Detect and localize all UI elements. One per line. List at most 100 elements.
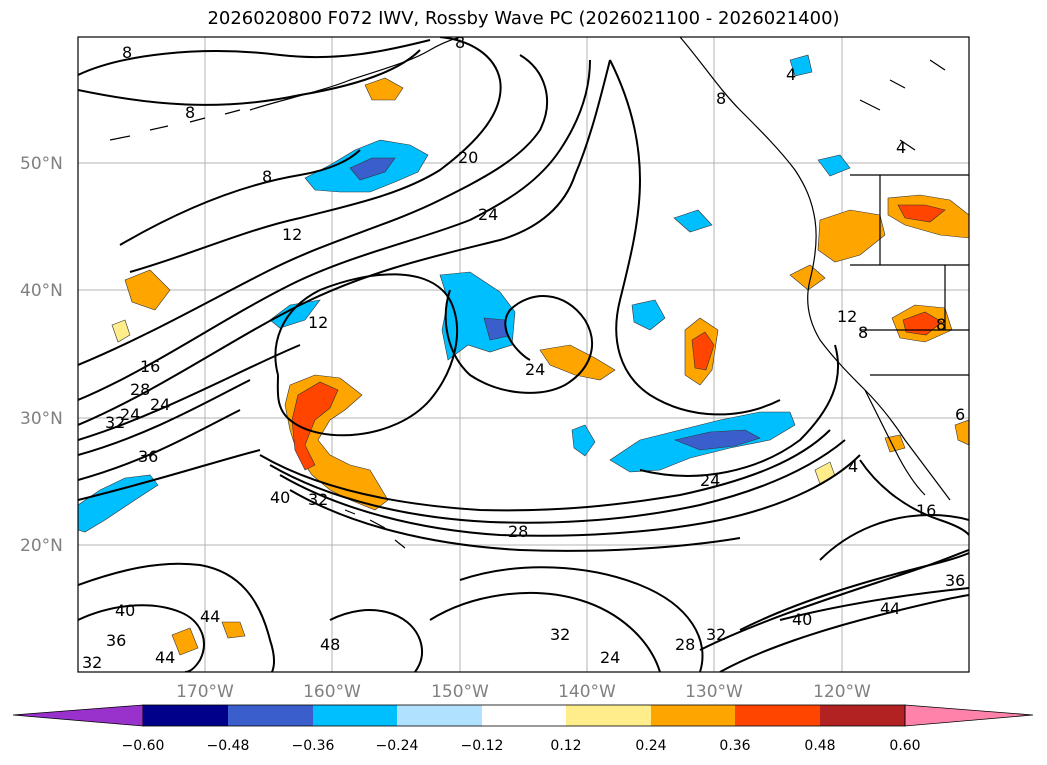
colorbar-tick: 0.48 [804,738,835,754]
contour-label: 24 [120,405,140,424]
contour-label: 8 [122,43,132,62]
contour-label: 32 [308,490,328,509]
pos-anomaly-west-small [124,269,171,311]
colorbar-segment [482,705,566,726]
contour-label: 16 [916,501,936,520]
contour-label: 24 [150,395,170,414]
colorbar-frame [142,704,906,727]
contour-band-d [289,489,741,552]
colorbar-segment [820,705,905,726]
colorbar-extend-right [904,704,1034,727]
contour-south-3 [429,591,661,672]
contour-24-east [639,344,840,477]
pos-anomaly-pacnw [817,209,886,263]
bc-coast [679,37,817,281]
lat-label-40n: 40°N [20,281,63,301]
pos-anomaly-subtropical-core [291,381,339,471]
contour-band-c [279,454,861,537]
contour-label: 36 [945,571,965,590]
colorbar: −0.60 −0.48 −0.36 −0.24 −0.12 0.12 0.24 … [12,704,1034,754]
lon-label-130w: 130°W [685,682,743,702]
baja [864,389,926,496]
lon-label-120w: 120°W [813,682,871,702]
contour-16-se [859,459,969,536]
pos-anomaly-calif [789,264,826,291]
contour-label: 32 [706,625,726,644]
contour-south-10 [819,513,969,561]
contour-label: 8 [936,315,946,334]
lat-label-50n: 50°N [20,154,63,174]
contour-label: 6 [955,405,965,424]
colorbar-segment [397,705,482,726]
contour-8-b [78,49,421,106]
contour-south-6 [699,549,969,651]
contour-label: 40 [270,488,290,507]
neg-anomaly-west-band [269,299,321,329]
contour-label: 12 [282,225,302,244]
contour-label: 24 [478,205,498,224]
contour-band-a [259,429,831,512]
contour-label: 8 [185,103,195,122]
contour-label: 28 [675,635,695,654]
contour-south-2 [78,604,205,672]
neg-anomaly-gulf-alaska-core [349,157,396,181]
colorbar-tick: 0.60 [889,738,920,754]
neg-anomaly-west [78,474,159,533]
neg-anomaly-east-core [673,429,761,451]
neg-anomaly-coast [817,154,851,177]
contour-label: 44 [155,648,175,667]
contour-20 [78,59,591,401]
colorbar-tick: 0.24 [635,738,666,754]
map-title: 2026020800 F072 IWV, Rossby Wave PC (202… [207,8,840,29]
contour-south-1 [78,562,276,672]
colorbar-segment [651,705,735,726]
contour-28 [78,344,301,441]
contour-label: 12 [837,307,857,326]
contour-label: 8 [262,167,272,186]
pos-anomaly-idaho-core [897,204,946,223]
contour-label: 8 [716,89,726,108]
contour-16 [78,54,549,366]
contour-8-north [78,39,431,76]
contour-label: 44 [200,607,220,626]
colorbar-segment [566,705,651,726]
neg-anomaly-ne [789,54,813,77]
contour-label: 40 [792,610,812,629]
contour-band-b [269,439,846,524]
contour-label: 20 [458,148,478,167]
canada-lakes [859,59,946,151]
colorbar-segment [313,705,397,726]
neg-anomaly-small-2 [631,299,666,331]
contour-label: 48 [320,635,340,654]
lon-label-170w: 170°W [176,682,234,702]
contour-label: 4 [848,457,858,476]
colorbar-tick: −0.60 [122,738,165,754]
contour-12 [129,37,502,273]
contour-south-9 [329,609,424,672]
contour-label: 12 [308,313,328,332]
colorbar-tick: −0.48 [207,738,250,754]
colorbar-tick: 0.36 [719,738,750,754]
contour-label: 8 [455,33,465,52]
contour-36 [78,409,241,481]
colorbar-tick: 0.12 [550,738,581,754]
coastlines [109,37,969,549]
iwv-contours [78,37,969,672]
pos-anomaly-sw-2 [221,621,246,639]
colorbar-tick: −0.36 [292,738,335,754]
pos-anomaly-vertical-core [691,331,715,371]
contour-label: 36 [106,631,126,650]
lon-label-140w: 140°W [558,682,616,702]
contour-label: 40 [115,601,135,620]
pos-anomaly-west-dot [111,319,131,343]
longitude-labels: 170°W 160°W 150°W 140°W 130°W 120°W [176,682,871,702]
colorbar-tick: −0.12 [461,738,504,754]
contour-24-outer [78,59,611,426]
contour-24-ne [609,59,781,416]
contour-32 [78,379,251,456]
contour-24-ring [274,273,458,437]
contour-south-8 [779,587,969,621]
colorbar-segment [228,705,313,726]
pos-anomaly-mexico [954,419,969,446]
lon-label-160w: 160°W [303,682,361,702]
